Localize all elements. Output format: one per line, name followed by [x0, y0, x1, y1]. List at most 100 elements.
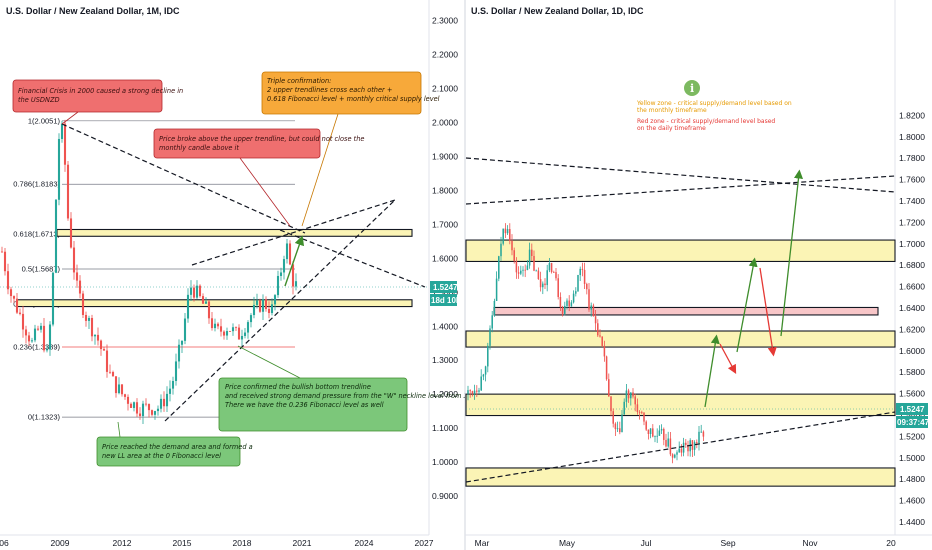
daily-zone-yellow[interactable]: [465, 330, 896, 348]
daily-y-tick: 1.4400: [899, 517, 925, 527]
monthly-candle: [270, 304, 274, 314]
monthly-chart-title: U.S. Dollar / New Zealand Dollar, 1M, ID…: [6, 6, 180, 16]
daily-candle: [473, 390, 476, 394]
daily-bottom-trendline[interactable]: [465, 411, 896, 483]
monthly-x-tick: 2009: [51, 538, 70, 548]
monthly-candle: [177, 344, 181, 362]
daily-candle: [594, 316, 597, 324]
daily-candle: [533, 255, 535, 271]
daily-candle: [517, 272, 520, 274]
monthly-candle: [6, 271, 10, 290]
monthly-y-tick: 2.0000: [432, 118, 458, 128]
daily-zone-yellow[interactable]: [465, 239, 896, 263]
monthly-candle: [273, 295, 277, 305]
monthly-candle: [96, 334, 100, 341]
monthly-zone-yellow[interactable]: [16, 299, 413, 308]
daily-candle: [641, 412, 643, 414]
upper-trendline-1[interactable]: [61, 123, 306, 234]
monthly-x-tick: 2021: [293, 538, 312, 548]
monthly-candle: [105, 350, 109, 372]
daily-candle: [625, 390, 628, 402]
note-demand-area[interactable]: Price reached the demand area and formed…: [96, 436, 253, 467]
fib-level-label: 0.618(1.6713): [13, 230, 60, 239]
svg-text:1.5247: 1.5247: [900, 405, 925, 414]
daily-candle: [566, 300, 568, 306]
daily-candle: [487, 345, 489, 367]
daily-candle: [539, 279, 542, 288]
monthly-candle: [81, 293, 85, 315]
daily-y-tick: 1.7200: [899, 217, 925, 227]
monthly-candle: [138, 413, 142, 417]
daily-candle: [572, 293, 575, 303]
note-breakout[interactable]: Price broke above the upper trendline, b…: [153, 128, 364, 159]
monthly-candle: [243, 332, 247, 336]
daily-candle: [498, 256, 500, 279]
daily-candle: [608, 379, 610, 397]
note-bullish-bottom[interactable]: Price confirmed the bullish bottom trend…: [218, 377, 544, 432]
daily-candle: [537, 270, 540, 280]
projection-up-2: [736, 257, 758, 353]
daily-candle: [482, 374, 485, 377]
daily-chart-panel[interactable]: U.S. Dollar / New Zealand Dollar, 1D, ID…: [464, 0, 932, 550]
daily-y-tick: 1.8000: [899, 132, 925, 142]
daily-zone-yellow[interactable]: [465, 393, 896, 417]
daily-zone-red[interactable]: [493, 306, 879, 316]
monthly-candle: [276, 275, 280, 296]
daily-price-label: [896, 403, 928, 415]
monthly-candle: [288, 243, 292, 265]
monthly-candle: [99, 340, 103, 350]
descending-trendline[interactable]: [279, 229, 426, 288]
daily-candle: [506, 229, 509, 234]
monthly-candle: [231, 327, 235, 332]
monthly-x-tick: 2018: [233, 538, 252, 548]
daily-candle: [526, 265, 529, 271]
fib-level-label: 0.5(1.5687): [22, 264, 61, 273]
daily-candle: [680, 448, 683, 453]
daily-candle: [489, 328, 491, 346]
monthly-candle: [114, 376, 118, 394]
monthly-candle: [66, 164, 70, 219]
daily-candle: [647, 429, 650, 435]
daily-candle: [663, 428, 665, 440]
daily-candle: [575, 291, 577, 294]
daily-candle: [656, 435, 658, 437]
monthly-candle: [87, 317, 91, 321]
daily-candle: [504, 228, 507, 234]
daily-candle: [601, 336, 603, 346]
daily-candle: [467, 390, 469, 394]
monthly-candle: [246, 322, 250, 333]
note-triple-confirmation[interactable]: Triple confirmation: 2 upper trendlines c…: [261, 71, 440, 115]
monthly-candle: [165, 393, 169, 407]
daily-y-tick: 1.6600: [899, 282, 925, 292]
daily-zone-yellow[interactable]: [465, 467, 896, 487]
monthly-y-tick: 1.2000: [432, 389, 458, 399]
monthly-candle: [186, 294, 190, 319]
daily-y-tick: 1.7800: [899, 153, 925, 163]
daily-candle: [495, 278, 498, 301]
monthly-x-tick: 06: [0, 538, 9, 548]
daily-candle: [522, 269, 524, 271]
monthly-chart-panel[interactable]: U.S. Dollar / New Zealand Dollar, 1M, ID…: [0, 0, 544, 550]
daily-candle: [509, 229, 511, 241]
monthly-candle: [153, 411, 157, 415]
upper-trendline-2[interactable]: [191, 199, 396, 266]
daily-candle: [491, 315, 493, 329]
monthly-candle: [267, 309, 271, 314]
daily-y-tick: 1.7000: [899, 239, 925, 249]
monthly-candle: [90, 317, 94, 337]
monthly-candle: [171, 380, 175, 389]
bottom-trendline[interactable]: [164, 199, 396, 422]
monthly-candle: [0, 251, 4, 253]
monthly-y-tick: 1.8000: [432, 185, 458, 195]
monthly-candle: [48, 324, 52, 350]
daily-y-tick: 1.6400: [899, 303, 925, 313]
monthly-candle: [207, 301, 211, 319]
monthly-candle: [255, 300, 259, 305]
daily-x-tick: Jul: [641, 538, 652, 548]
monthly-candle: [39, 325, 43, 330]
monthly-candle: [291, 264, 295, 287]
monthly-candle: [36, 328, 40, 330]
note-financial-crisis[interactable]: Financial Crisis in 2000 caused a strong…: [12, 79, 183, 113]
monthly-candle: [63, 123, 67, 165]
daily-candle: [581, 268, 584, 270]
